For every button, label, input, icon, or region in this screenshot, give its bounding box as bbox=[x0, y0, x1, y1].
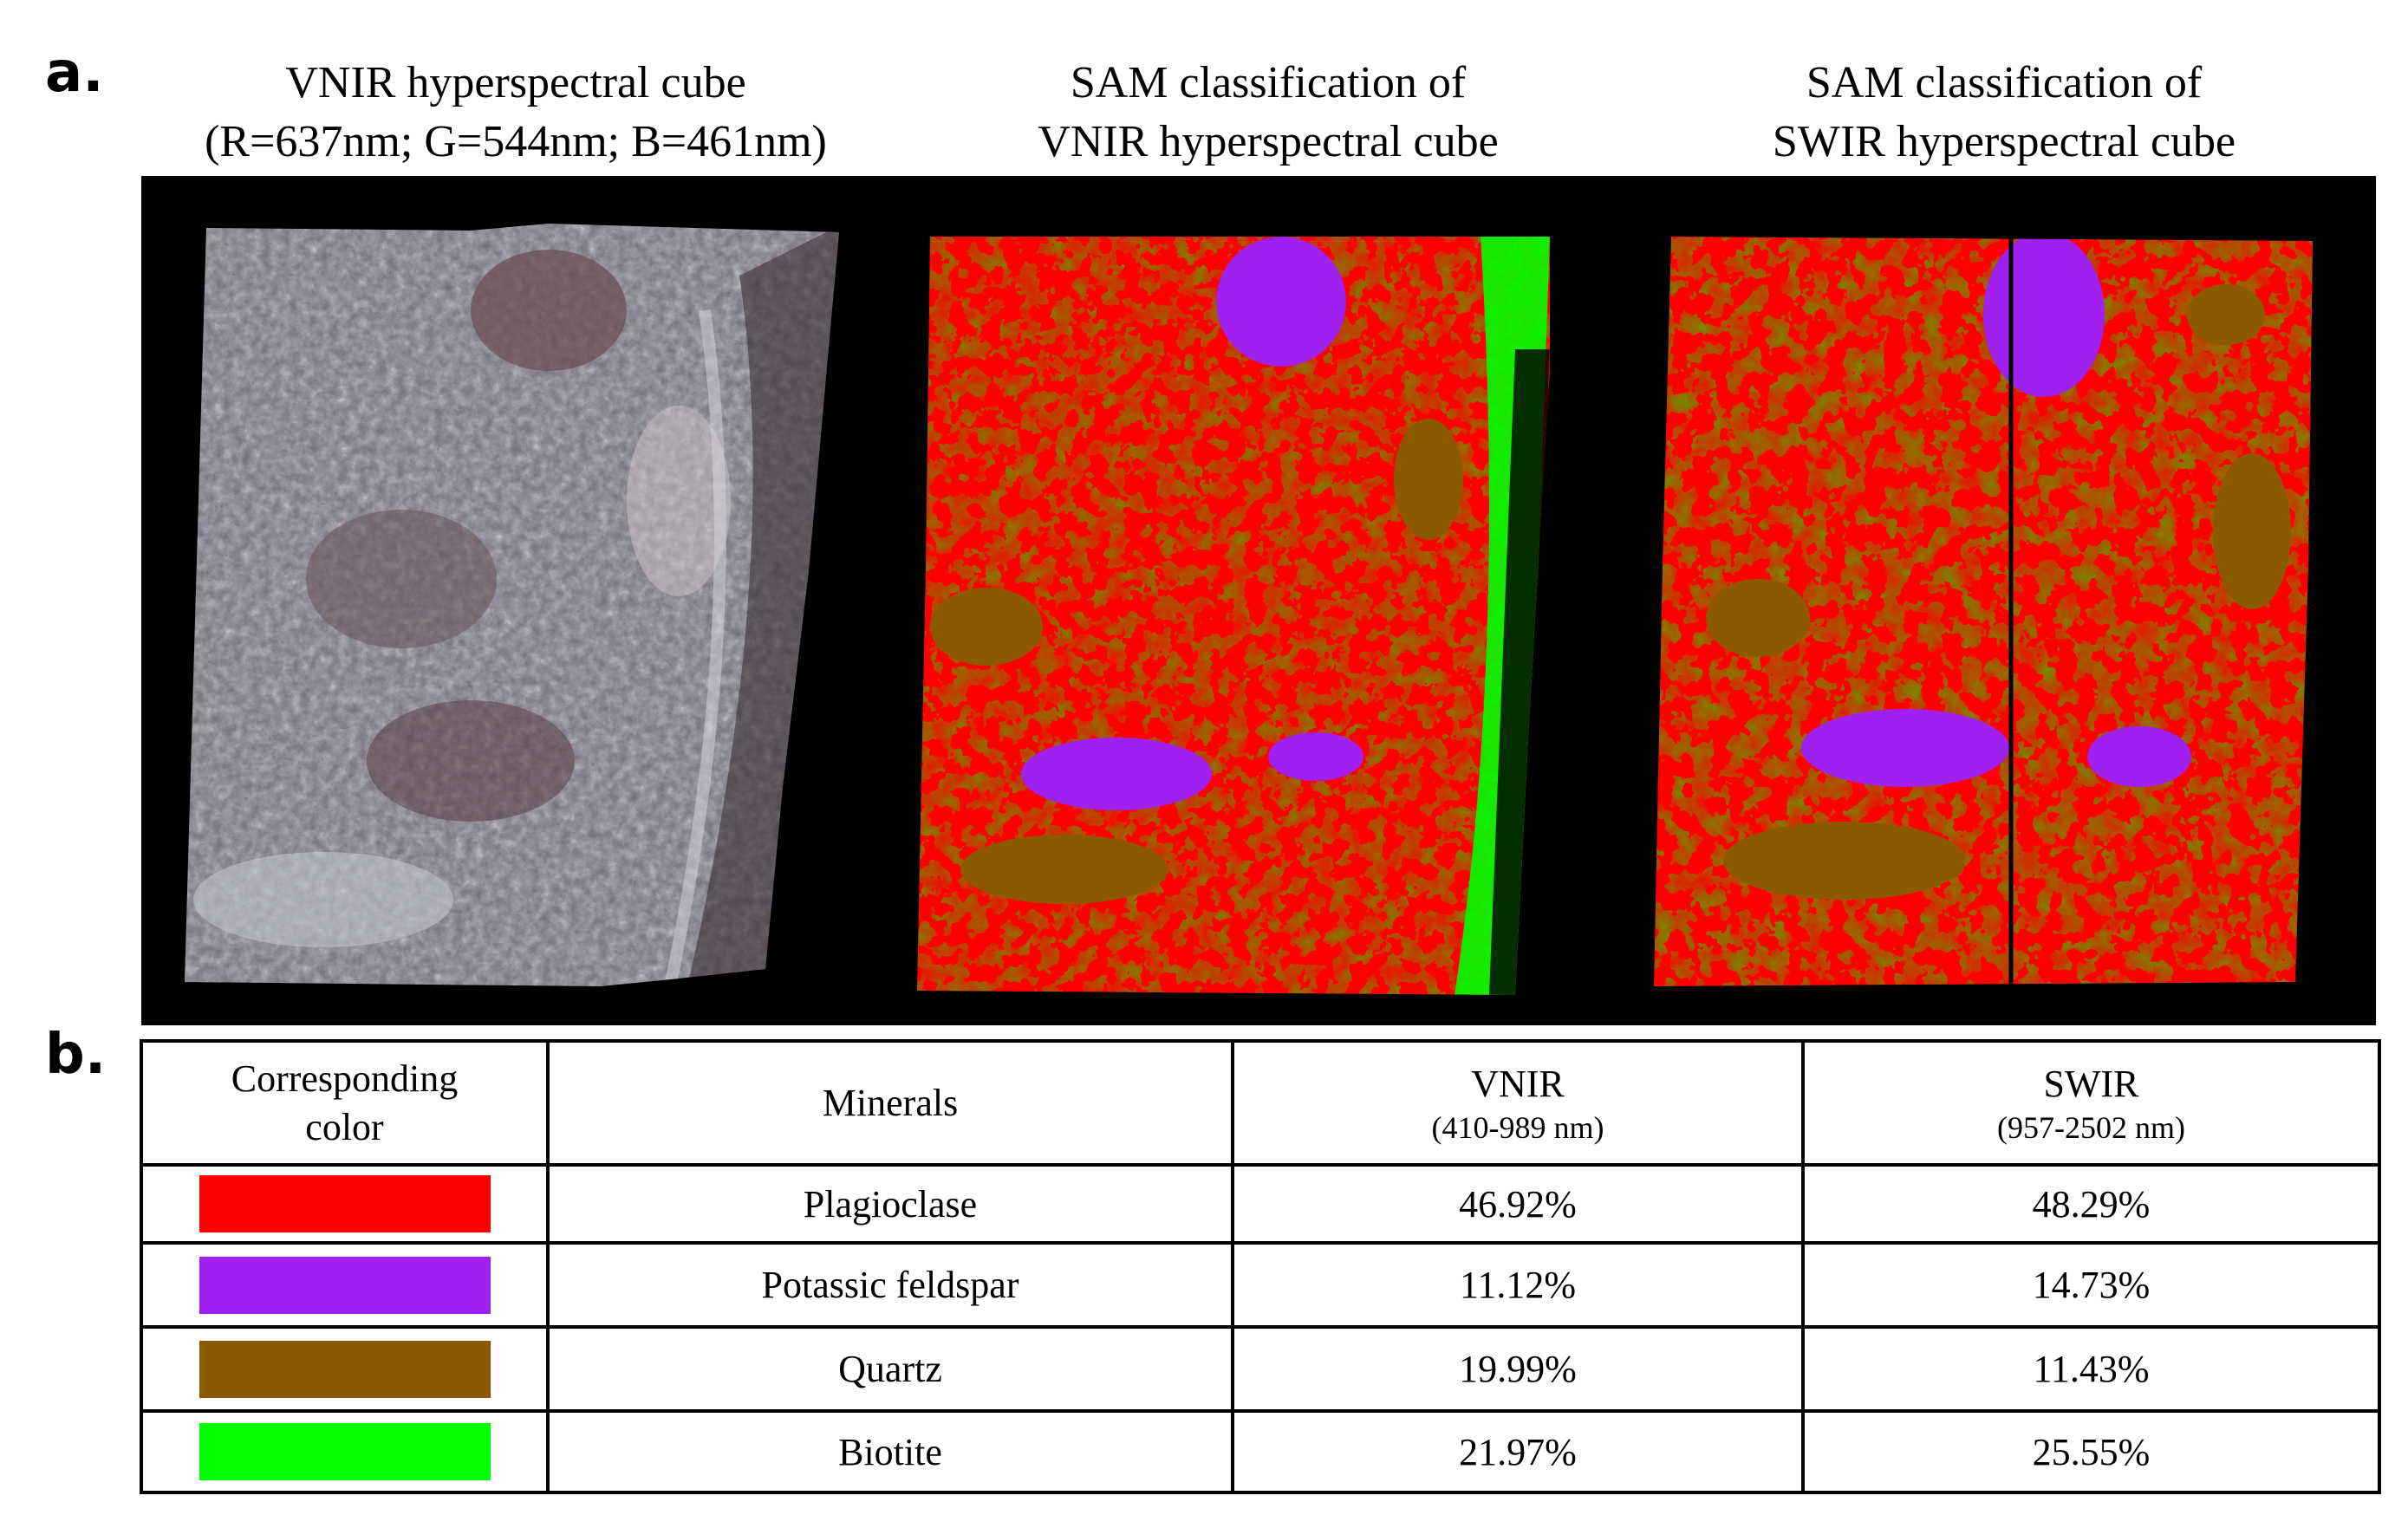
header-corresponding-color: Corresponding color bbox=[140, 1039, 550, 1167]
color-cell bbox=[140, 1409, 550, 1494]
title-sam-vnir-line1: SAM classification of bbox=[1070, 58, 1467, 107]
color-cell bbox=[140, 1163, 550, 1245]
title-sam-swir-line1: SAM classification of bbox=[1806, 58, 2203, 107]
title-vnir-cube-line2: (R=637nm; G=544nm; B=461nm) bbox=[205, 117, 827, 166]
mineral-name: Biotite bbox=[546, 1409, 1234, 1494]
title-sam-swir-line2: SWIR hyperspectral cube bbox=[1772, 117, 2236, 166]
header-vnir-range: (410-989 nm) bbox=[1431, 1109, 1604, 1145]
title-sam-swir: SAM classification of SWIR hyperspectral… bbox=[1675, 54, 2333, 172]
mineral-abundance-table: Corresponding color Minerals VNIR (410-9… bbox=[140, 1039, 2381, 1494]
table-row: Biotite 21.97% 25.55% bbox=[140, 1409, 2381, 1494]
table-row: Quartz 19.99% 11.43% bbox=[140, 1325, 2381, 1413]
panel-b-label: b. bbox=[45, 1023, 107, 1087]
header-swir-range: (957-2502 nm) bbox=[1997, 1109, 2185, 1145]
color-cell bbox=[140, 1241, 550, 1329]
sam-swir-classification-image bbox=[1654, 237, 2313, 986]
vnir-value: 19.99% bbox=[1231, 1325, 1805, 1413]
title-sam-vnir: SAM classification of VNIR hyperspectral… bbox=[939, 54, 1598, 172]
header-swir-label: SWIR bbox=[2043, 1062, 2139, 1105]
vnir-value: 46.92% bbox=[1231, 1163, 1805, 1245]
quartz-swatch bbox=[198, 1340, 491, 1398]
swir-value: 14.73% bbox=[1801, 1241, 2381, 1329]
vnir-rgb-image bbox=[185, 224, 839, 986]
swir-value: 25.55% bbox=[1801, 1409, 2381, 1494]
header-vnir: VNIR (410-989 nm) bbox=[1231, 1039, 1805, 1167]
header-minerals: Minerals bbox=[546, 1039, 1234, 1167]
potassic-feldspar-swatch bbox=[198, 1256, 491, 1314]
mineral-name: Quartz bbox=[546, 1325, 1234, 1413]
swir-value: 11.43% bbox=[1801, 1325, 2381, 1413]
header-vnir-label: VNIR bbox=[1471, 1062, 1565, 1105]
header-swir: SWIR (957-2502 nm) bbox=[1801, 1039, 2381, 1167]
image-strip bbox=[141, 176, 2376, 1025]
title-sam-vnir-line2: VNIR hyperspectral cube bbox=[1038, 117, 1499, 166]
color-cell bbox=[140, 1325, 550, 1413]
table-header-row: Corresponding color Minerals VNIR (410-9… bbox=[140, 1039, 2381, 1167]
swir-value: 48.29% bbox=[1801, 1163, 2381, 1245]
table-row: Plagioclase 46.92% 48.29% bbox=[140, 1163, 2381, 1245]
mineral-name: Plagioclase bbox=[546, 1163, 1234, 1245]
mineral-name: Potassic feldspar bbox=[546, 1241, 1234, 1329]
table-row: Potassic feldspar 11.12% 14.73% bbox=[140, 1241, 2381, 1329]
biotite-swatch bbox=[198, 1423, 491, 1480]
sam-vnir-classification-image bbox=[917, 237, 1550, 995]
plagioclase-swatch bbox=[198, 1175, 491, 1232]
title-vnir-cube: VNIR hyperspectral cube (R=637nm; G=544n… bbox=[186, 54, 845, 172]
title-vnir-cube-line1: VNIR hyperspectral cube bbox=[285, 58, 746, 107]
vnir-value: 21.97% bbox=[1231, 1409, 1805, 1494]
vnir-value: 11.12% bbox=[1231, 1241, 1805, 1329]
panel-a-label: a. bbox=[45, 41, 104, 105]
